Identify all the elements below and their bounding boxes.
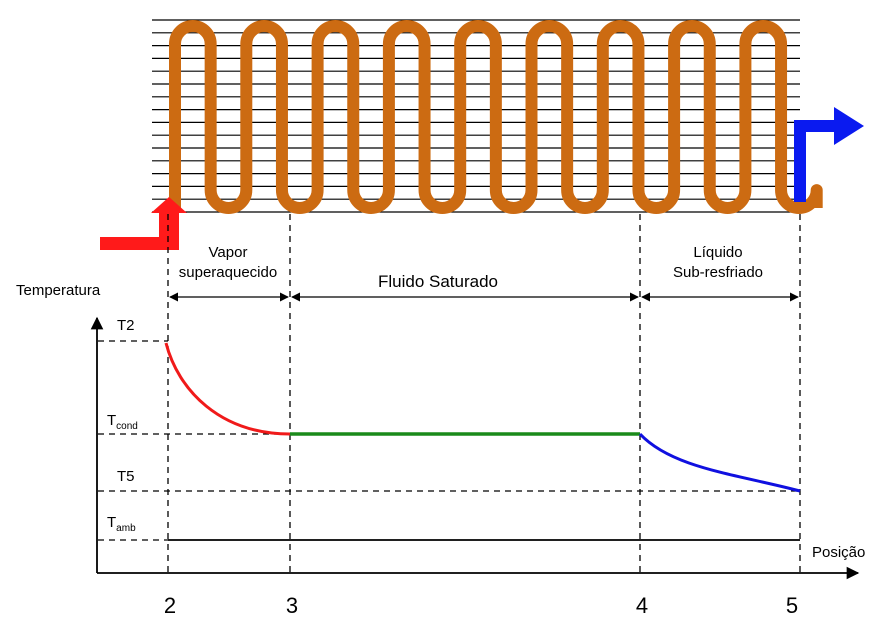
level-label-tcond: Tcond (107, 412, 138, 432)
region-label-saturated: Fluido Saturado (378, 272, 498, 291)
x-axis-label: Posição (812, 544, 865, 561)
position-label-4: 4 (636, 593, 648, 618)
region-label-vapor: Vapor (209, 244, 248, 261)
level-label-tamb: Tamb (107, 514, 136, 534)
region-label-liquid: Líquido (693, 244, 742, 261)
level-label-t5: T5 (117, 468, 135, 485)
region-label-superheated: superaquecido (179, 264, 277, 281)
subcooled-liquid-curve (638, 432, 801, 493)
region-label-subcooled: Sub-resfriado (673, 264, 763, 281)
outlet-arrow (794, 107, 864, 202)
condenser-coil (169, 20, 823, 214)
position-dashed-lines (167, 214, 801, 573)
condenser-fins (152, 19, 800, 213)
level-label-t2: T2 (117, 317, 135, 334)
position-label-3: 3 (286, 593, 298, 618)
position-label-5: 5 (786, 593, 798, 618)
inlet-arrow (100, 197, 187, 250)
level-dashed-lines (98, 340, 800, 541)
position-label-2: 2 (164, 593, 176, 618)
y-axis-label: Temperatura (16, 282, 101, 299)
superheated-vapor-curve (164, 342, 291, 436)
